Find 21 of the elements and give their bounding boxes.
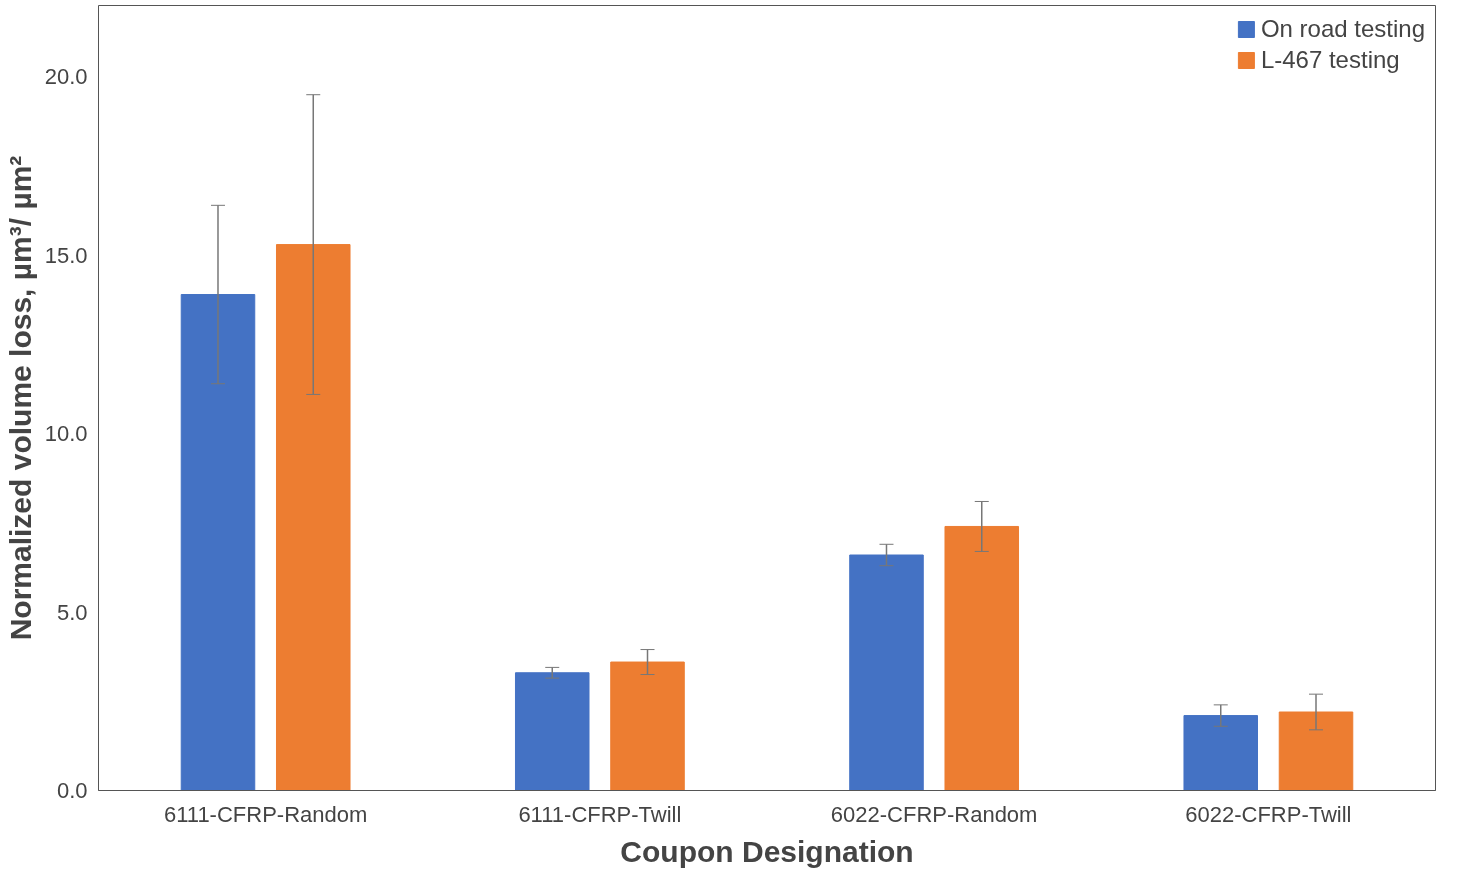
bar bbox=[275, 244, 351, 791]
y-tick-label: 0.0 bbox=[56, 778, 88, 803]
x-tick-label: 6022-CFRP-Twill bbox=[1185, 801, 1352, 827]
y-tick-label: 10.0 bbox=[44, 421, 88, 447]
x-axis-title: Coupon Designation bbox=[620, 834, 914, 868]
bar bbox=[1278, 711, 1354, 791]
bar bbox=[849, 554, 924, 791]
bar bbox=[1183, 715, 1259, 791]
y-axis-title: Normalized volume loss, µm³/ µm² bbox=[3, 155, 37, 641]
y-tick-label: 5.0 bbox=[56, 599, 88, 625]
bar bbox=[180, 294, 256, 791]
bar bbox=[944, 525, 1020, 791]
bar bbox=[514, 672, 590, 791]
y-tick-label: 20.0 bbox=[44, 64, 88, 90]
legend-label: On road testing bbox=[1260, 15, 1425, 43]
x-tick-label: 6111-CFRP-Twill bbox=[518, 801, 682, 827]
y-tick-label: 15.0 bbox=[44, 242, 88, 268]
bar bbox=[610, 661, 685, 791]
legend-label: L-467 testing bbox=[1260, 46, 1400, 74]
x-tick-label: 6111-CFRP-Random bbox=[163, 801, 368, 827]
x-tick-label: 6022-CFRP-Random bbox=[830, 801, 1038, 827]
